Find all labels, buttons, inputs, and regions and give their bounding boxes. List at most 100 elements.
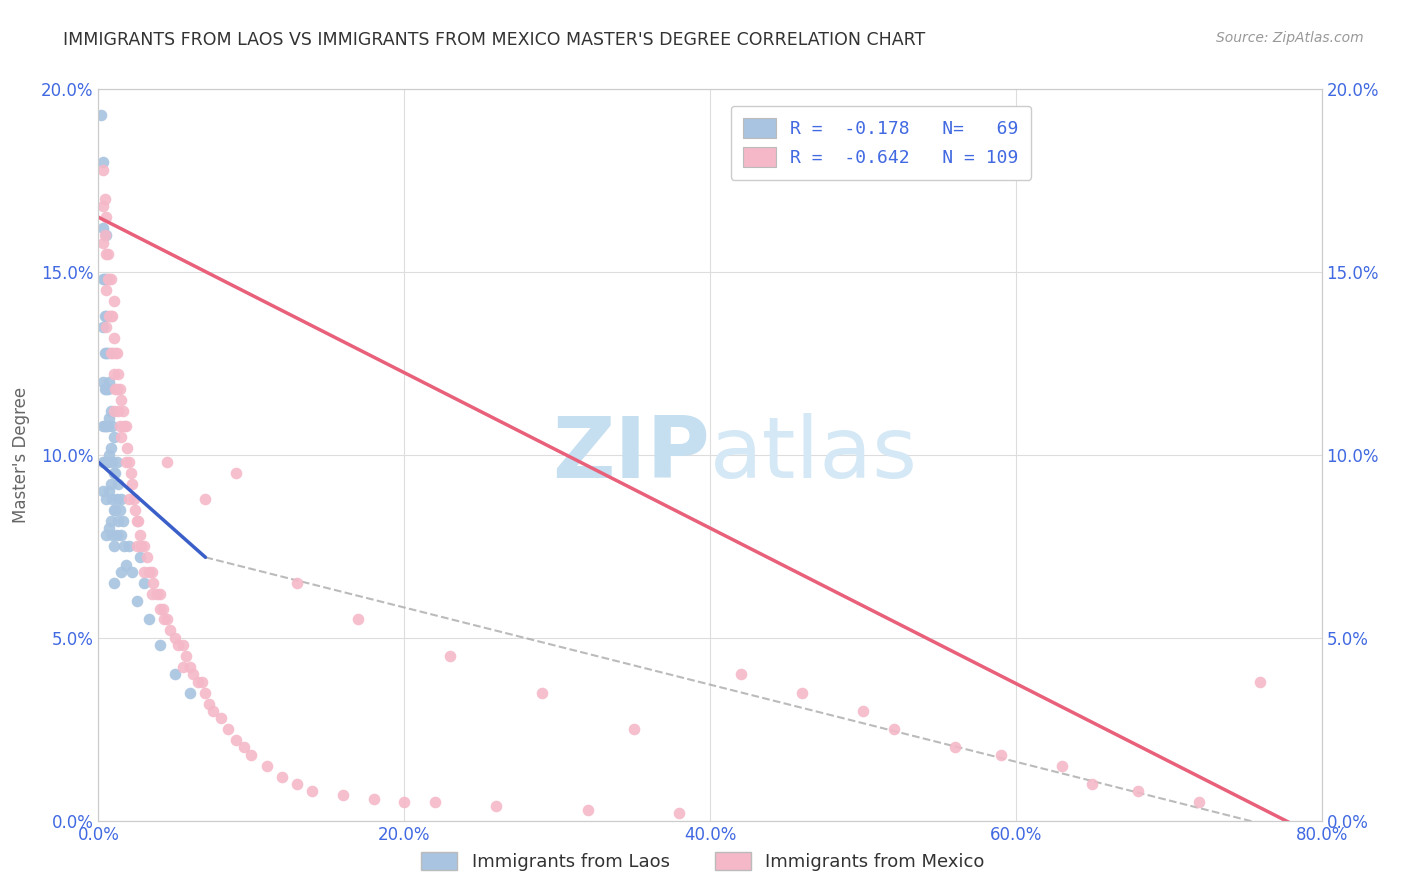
Point (852, 704, 875, 718)
Point (93, 192, 115, 206)
Point (217, 723, 239, 737)
Point (187, 674, 209, 689)
Point (98, 484, 121, 499)
Point (101, 309, 124, 323)
Point (138, 565, 160, 579)
Point (97, 246, 120, 260)
Point (118, 455, 141, 469)
Point (149, 587, 172, 601)
Point (93, 382, 115, 396)
Point (122, 491, 145, 506)
Point (91, 484, 114, 499)
Point (101, 345, 124, 359)
Point (576, 803, 599, 817)
Point (121, 477, 143, 491)
Point (181, 667, 204, 681)
Point (202, 704, 225, 718)
Point (112, 418, 135, 433)
Point (153, 613, 176, 627)
Point (141, 565, 163, 579)
Point (125, 514, 148, 528)
Point (149, 638, 172, 652)
Point (97, 345, 120, 359)
Point (423, 796, 446, 810)
Point (943, 740, 966, 755)
Point (990, 747, 1012, 762)
Text: IMMIGRANTS FROM LAOS VS IMMIGRANTS FROM MEXICO MASTER'S DEGREE CORRELATION CHART: IMMIGRANTS FROM LAOS VS IMMIGRANTS FROM … (63, 31, 925, 49)
Point (392, 796, 416, 810)
Point (105, 382, 128, 396)
Point (101, 455, 124, 469)
Point (270, 770, 292, 784)
Point (256, 758, 278, 772)
Point (115, 558, 138, 572)
Legend: Immigrants from Laos, Immigrants from Mexico: Immigrants from Laos, Immigrants from Me… (413, 845, 993, 879)
Text: Source: ZipAtlas.com: Source: ZipAtlas.com (1216, 31, 1364, 45)
Point (98, 411, 121, 425)
Point (225, 466, 247, 480)
Point (163, 667, 186, 681)
Point (141, 587, 163, 601)
Point (104, 382, 127, 396)
Point (108, 418, 131, 433)
Point (97, 382, 120, 396)
Point (115, 418, 138, 433)
Point (668, 806, 690, 821)
Point (730, 667, 752, 681)
Point (1188, 796, 1211, 810)
Point (174, 649, 197, 664)
Point (91, 418, 114, 433)
Point (98, 521, 121, 535)
Point (118, 539, 141, 553)
Point (94, 228, 117, 243)
Point (1249, 674, 1271, 689)
Point (134, 576, 156, 591)
Point (1081, 777, 1104, 791)
Point (134, 565, 156, 579)
Point (94, 284, 117, 298)
Point (128, 528, 150, 542)
Point (103, 368, 125, 382)
Point (332, 788, 354, 802)
Text: atlas: atlas (710, 413, 918, 497)
Point (98, 309, 121, 323)
Point (93, 455, 115, 469)
Point (104, 503, 127, 517)
Text: ZIP: ZIP (553, 413, 710, 497)
Point (285, 777, 308, 791)
Point (108, 382, 131, 396)
Point (110, 392, 132, 407)
Point (93, 418, 115, 433)
Point (103, 539, 125, 553)
Point (101, 528, 124, 542)
Point (105, 455, 128, 469)
Point (105, 345, 128, 359)
Point (125, 594, 148, 608)
Point (103, 576, 125, 591)
Point (91, 455, 114, 469)
Point (125, 539, 148, 553)
Point (107, 404, 129, 418)
Point (107, 368, 129, 382)
Point (94, 309, 117, 323)
Point (94, 272, 117, 286)
Point (120, 466, 142, 480)
Point (110, 491, 132, 506)
Y-axis label: Master's Degree: Master's Degree (11, 387, 30, 523)
Point (1050, 758, 1073, 772)
Point (118, 491, 141, 506)
Point (363, 791, 385, 805)
Point (98, 448, 121, 462)
Point (94, 455, 117, 469)
Point (100, 477, 122, 491)
Point (104, 466, 127, 480)
Point (127, 514, 149, 528)
Point (240, 747, 263, 762)
Point (91, 199, 114, 213)
Point (152, 601, 174, 615)
Point (790, 686, 813, 700)
Point (94, 345, 117, 359)
Point (110, 565, 132, 579)
Point (112, 539, 135, 553)
Point (179, 686, 201, 700)
